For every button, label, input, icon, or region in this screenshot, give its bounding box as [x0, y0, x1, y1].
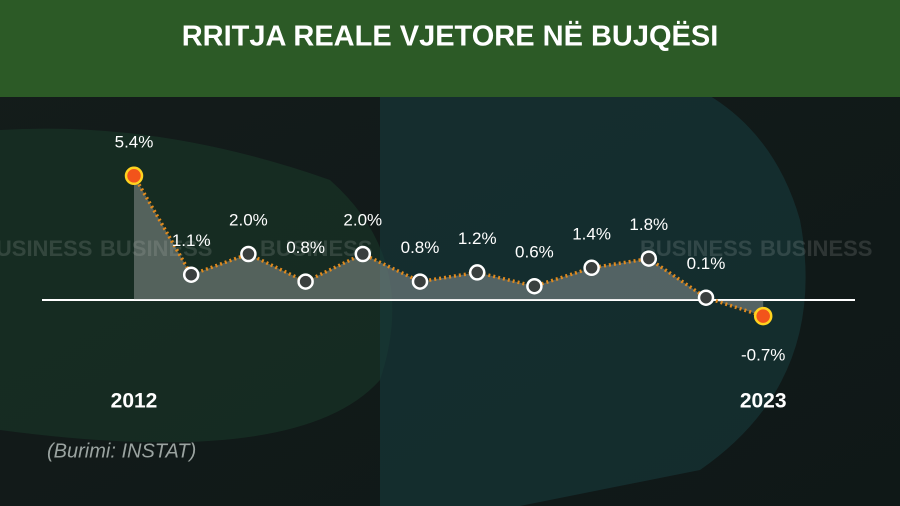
point — [697, 289, 715, 306]
value-label: 1.2% — [458, 229, 497, 248]
point — [753, 306, 773, 326]
plot-area: 5.4% 2012 1.1% 2.0% 0.8% 2.0% 0.8% 1.2% 0.6% 1.4%… — [111, 132, 787, 412]
value-label: 2.0% — [343, 210, 382, 229]
header-band — [0, 0, 900, 97]
watermark: BUSINESS — [760, 236, 872, 261]
point — [583, 259, 600, 277]
bg-shape — [380, 60, 806, 506]
line — [132, 174, 764, 318]
point — [640, 250, 658, 267]
value-label: 0.8% — [286, 238, 325, 257]
chart-title: RRITJA REALE VJETORE NË BUJQËSI — [182, 20, 719, 53]
source-note: (Burimi: INSTAT) — [47, 440, 196, 462]
value-label: 0.1% — [687, 254, 726, 273]
watermark: BUSINESS — [100, 236, 212, 261]
value-label: 0.6% — [515, 243, 554, 262]
value-label: 1.4% — [572, 224, 611, 243]
point — [354, 245, 372, 263]
value-label: 1.1% — [172, 231, 211, 250]
point — [124, 166, 144, 186]
area — [134, 175, 764, 317]
value-label: 2.0% — [229, 210, 268, 229]
x-tick-label: 2012 — [111, 390, 158, 413]
bg-shape — [0, 128, 393, 443]
value-label: 0.8% — [401, 238, 440, 257]
point — [468, 264, 486, 281]
x-tick-label: 2023 — [740, 390, 787, 413]
value-label: 5.4% — [115, 132, 154, 151]
watermark: BUSINESS — [260, 236, 372, 261]
point — [240, 245, 257, 263]
value-label: 1.8% — [629, 215, 668, 234]
watermark-group: BUSINESS BUSINESS BUSINESS BUSINESS BUSINESS — [0, 236, 872, 261]
point — [526, 277, 543, 295]
point — [182, 266, 200, 283]
value-label: -0.7% — [741, 346, 785, 365]
point — [297, 273, 314, 290]
watermark: BUSINESS — [640, 236, 752, 261]
watermark: BUSINESS — [0, 236, 92, 261]
point — [411, 273, 429, 290]
